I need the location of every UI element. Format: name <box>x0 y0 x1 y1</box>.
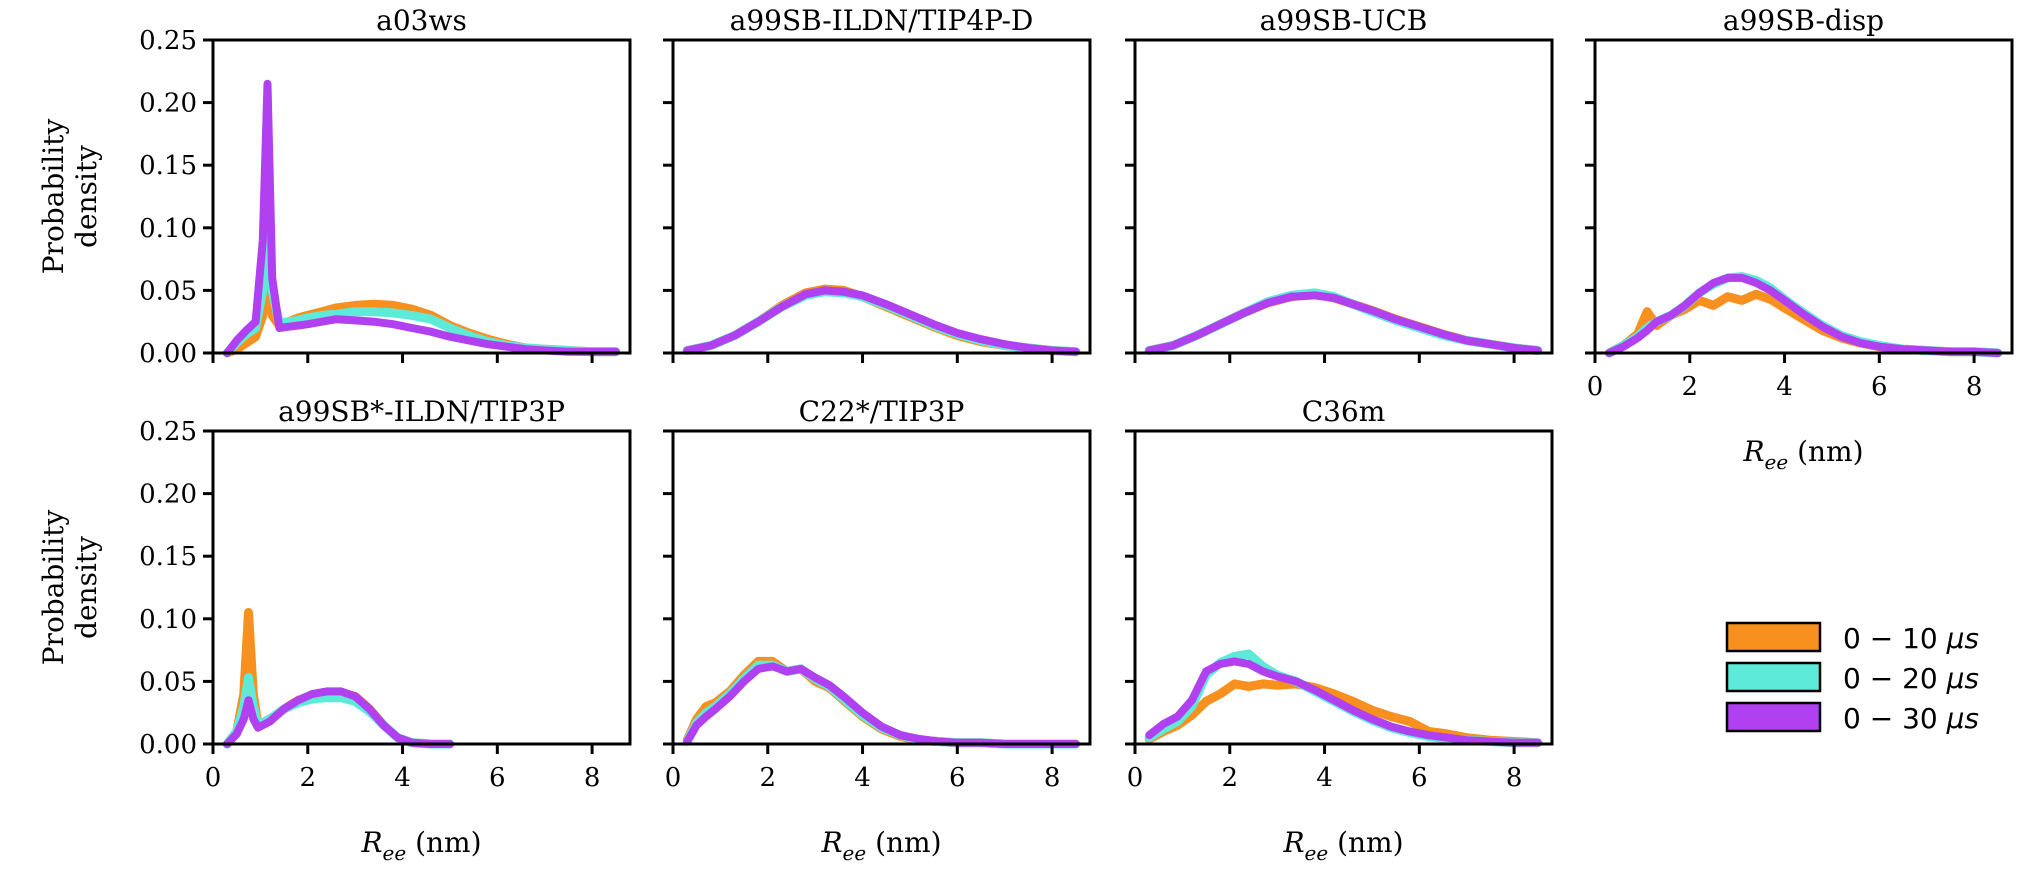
x-axis-label: Ree (nm) <box>360 826 481 865</box>
series-line-30us <box>683 286 1080 356</box>
panel-6: C36m 0 2 4 6 8 Ree (nm) <box>1125 395 1554 865</box>
y-tick-label: 0.00 <box>139 730 197 760</box>
y-tick-label: 0.25 <box>139 26 197 56</box>
legend-item: 0 − 20 μs <box>1725 661 1979 695</box>
legend-label: 0 − 20 μs <box>1843 662 1979 695</box>
x-tick-label: 4 <box>1776 372 1793 402</box>
axes-frame <box>1593 38 2014 355</box>
x-tick-label: 2 <box>759 763 776 793</box>
x-tick-label: 6 <box>1871 372 1888 402</box>
y-tick-label: 0.10 <box>139 214 197 244</box>
series-line-10us <box>1144 679 1543 748</box>
axes-frame <box>671 38 1092 355</box>
panel-0: a03ws 0.00 0.05 0.10 0.15 0.20 0.25 Probability… <box>37 4 632 369</box>
legend-item: 0 − 30 μs <box>1725 701 1979 735</box>
panel-title: C22*/TIP3P <box>799 395 965 428</box>
axes-frame <box>1133 429 1554 746</box>
panel-title: a99SB-UCB <box>1260 4 1428 37</box>
y-tick-label: 0.10 <box>139 605 197 635</box>
series-line-30us <box>1145 291 1542 355</box>
panels-group: a03ws 0.00 0.05 0.10 0.15 0.20 0.25 Probability… <box>37 4 2014 865</box>
panel-2: a99SB-UCB <box>1125 4 1554 363</box>
x-tick-label: 6 <box>489 763 506 793</box>
legend-swatch <box>1725 701 1822 733</box>
y-tick-label: 0.15 <box>139 151 197 181</box>
legend-label: 0 − 10 μs <box>1843 622 1979 655</box>
x-axis-label: Ree (nm) <box>1742 435 1863 474</box>
panel-title: a99SB*-ILDN/TIP3P <box>278 395 565 428</box>
legend-label: 0 − 30 μs <box>1843 702 1979 735</box>
series-line-30us <box>1605 273 2002 357</box>
panel-title: a99SB-ILDN/TIP4P-D <box>730 4 1034 37</box>
x-tick-label: 0 <box>205 763 222 793</box>
panel-1: a99SB-ILDN/TIP4P-D <box>663 4 1092 363</box>
x-tick-label: 4 <box>1316 763 1333 793</box>
x-tick-label: 4 <box>394 763 411 793</box>
series-line-30us <box>223 79 620 357</box>
y-tick-label: 0.05 <box>139 276 197 306</box>
panel-3: a99SB-disp 0 2 4 6 8 Ree (nm) <box>1585 4 2014 474</box>
x-tick-label: 6 <box>949 763 966 793</box>
axes-frame <box>211 38 632 355</box>
axes-frame <box>671 429 1092 746</box>
x-tick-label: 8 <box>1966 372 1983 402</box>
x-tick-label: 0 <box>1587 372 1604 402</box>
panel-4: a99SB*-ILDN/TIP3P 0.00 0.05 0.10 0.15 0.20 0.2… <box>37 395 632 865</box>
series-line-10us <box>1604 289 2003 358</box>
x-tick-label: 2 <box>299 763 316 793</box>
x-tick-label: 8 <box>584 763 601 793</box>
legend-swatch <box>1725 661 1822 693</box>
series-line-10us <box>222 248 621 358</box>
y-tick-label: 0.25 <box>139 417 197 447</box>
x-tick-label: 6 <box>1411 763 1428 793</box>
x-tick-label: 2 <box>1681 372 1698 402</box>
y-axis-label: Probabilitydensity <box>37 119 103 275</box>
series-line-30us <box>223 687 454 748</box>
x-tick-label: 8 <box>1044 763 1061 793</box>
x-tick-label: 8 <box>1506 763 1523 793</box>
panel-title: a99SB-disp <box>1723 4 1884 37</box>
panel-title: C36m <box>1302 395 1386 428</box>
legend-swatch <box>1725 621 1822 653</box>
legend: 0 − 10 μs 0 − 20 μs 0 − 30 μs <box>1725 621 1979 735</box>
y-axis-label: Probabilitydensity <box>37 510 103 666</box>
x-axis-label: Ree (nm) <box>1282 826 1403 865</box>
y-tick-label: 0.00 <box>139 339 197 369</box>
panel-title: a03ws <box>376 4 467 37</box>
y-tick-label: 0.15 <box>139 542 197 572</box>
y-tick-label: 0.05 <box>139 667 197 697</box>
x-tick-label: 2 <box>1221 763 1238 793</box>
y-tick-label: 0.20 <box>139 480 197 510</box>
axes-frame <box>1133 38 1554 355</box>
x-axis-label: Ree (nm) <box>820 826 941 865</box>
x-tick-label: 0 <box>1127 763 1144 793</box>
axes-frame <box>211 429 632 746</box>
legend-item: 0 − 10 μs <box>1725 621 1979 655</box>
x-tick-label: 0 <box>665 763 682 793</box>
panel-5: C22*/TIP3P 0 2 4 6 8 Ree (nm) <box>663 395 1092 865</box>
series-line-30us <box>1145 657 1542 747</box>
x-tick-label: 4 <box>854 763 871 793</box>
y-tick-label: 0.20 <box>139 89 197 119</box>
